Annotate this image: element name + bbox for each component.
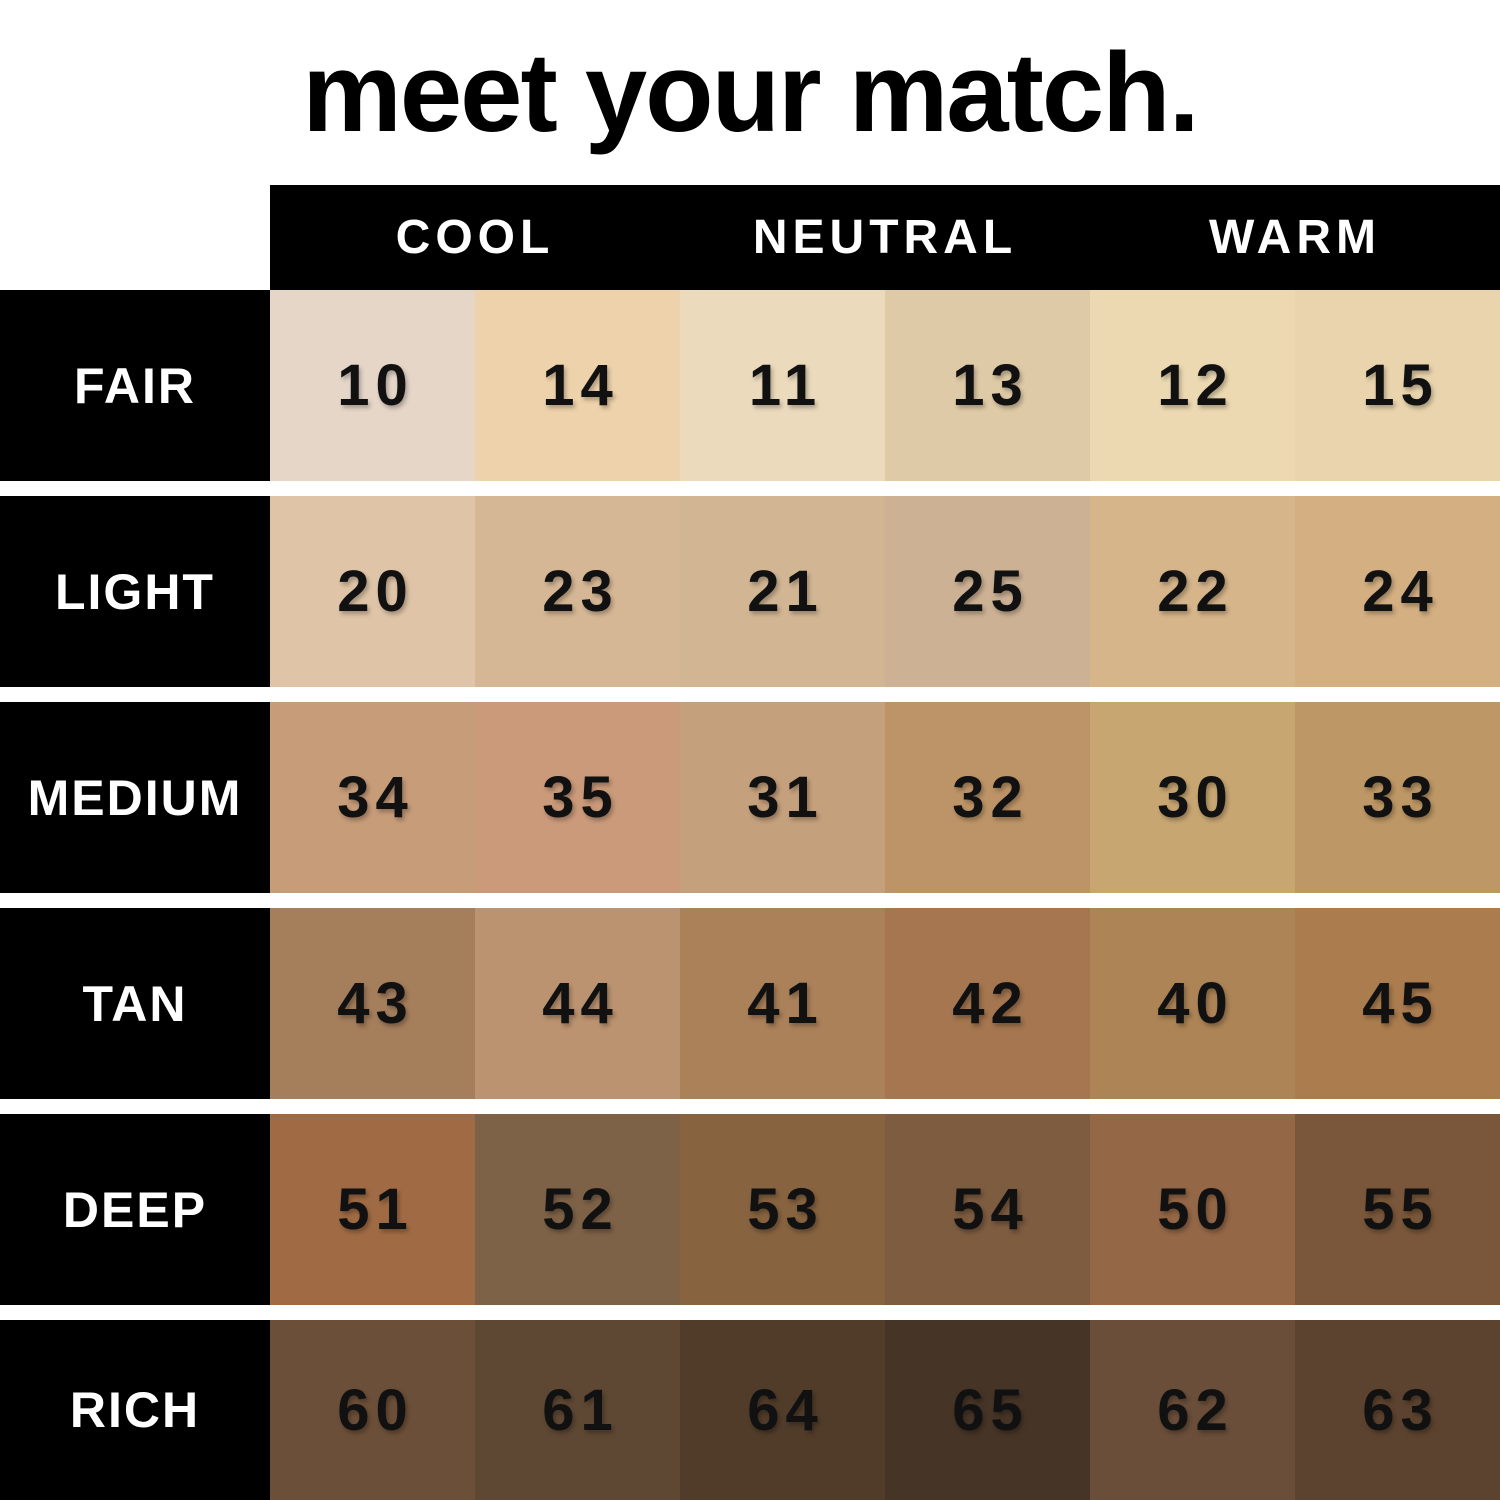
row-label-medium: MEDIUM: [0, 702, 270, 893]
page-title: meet your match.: [302, 30, 1199, 155]
shade-swatch-34: 34: [270, 702, 475, 893]
shade-row-fair: FAIR 10 14 11 13 12 15: [0, 290, 1500, 481]
shade-swatch-23: 23: [475, 496, 680, 687]
shade-row-deep: DEEP 51 52 53 54 50 55: [0, 1114, 1500, 1305]
shade-swatch-52: 52: [475, 1114, 680, 1305]
shade-swatch-15: 15: [1295, 290, 1500, 481]
header-spacer: [0, 185, 270, 290]
shade-swatch-54: 54: [885, 1114, 1090, 1305]
shade-swatch-53: 53: [680, 1114, 885, 1305]
shade-swatch-60: 60: [270, 1320, 475, 1500]
shade-swatch-65: 65: [885, 1320, 1090, 1500]
shade-swatch-50: 50: [1090, 1114, 1295, 1305]
shade-swatch-42: 42: [885, 908, 1090, 1099]
shade-row-medium: MEDIUM 34 35 31 32 30 33: [0, 702, 1500, 893]
shade-swatch-33: 33: [1295, 702, 1500, 893]
shade-swatch-35: 35: [475, 702, 680, 893]
shade-swatch-40: 40: [1090, 908, 1295, 1099]
shade-swatch-45: 45: [1295, 908, 1500, 1099]
row-label-tan: TAN: [0, 908, 270, 1099]
shade-swatch-32: 32: [885, 702, 1090, 893]
shade-swatch-24: 24: [1295, 496, 1500, 687]
shade-swatch-31: 31: [680, 702, 885, 893]
shade-row-tan: TAN 43 44 41 42 40 45: [0, 908, 1500, 1099]
shade-swatch-62: 62: [1090, 1320, 1295, 1500]
shade-swatch-43: 43: [270, 908, 475, 1099]
row-label-deep: DEEP: [0, 1114, 270, 1305]
shade-swatch-14: 14: [475, 290, 680, 481]
shade-row-light: LIGHT 20 23 21 25 22 24: [0, 496, 1500, 687]
shade-swatch-61: 61: [475, 1320, 680, 1500]
shade-swatch-25: 25: [885, 496, 1090, 687]
shade-swatch-20: 20: [270, 496, 475, 687]
shade-swatch-41: 41: [680, 908, 885, 1099]
shade-swatch-55: 55: [1295, 1114, 1500, 1305]
column-header-warm: WARM: [1209, 211, 1381, 264]
undertone-header-bar: COOL NEUTRAL WARM: [270, 185, 1500, 290]
shade-swatch-12: 12: [1090, 290, 1295, 481]
row-label-fair: FAIR: [0, 290, 270, 481]
undertone-header-row: COOL NEUTRAL WARM: [0, 185, 1500, 290]
shade-swatch-13: 13: [885, 290, 1090, 481]
shade-swatch-10: 10: [270, 290, 475, 481]
shade-swatch-22: 22: [1090, 496, 1295, 687]
shade-swatch-44: 44: [475, 908, 680, 1099]
shade-swatch-21: 21: [680, 496, 885, 687]
column-header-neutral: NEUTRAL: [752, 211, 1018, 264]
shade-swatch-11: 11: [680, 290, 885, 481]
column-header-cool: COOL: [395, 211, 555, 264]
row-label-light: LIGHT: [0, 496, 270, 687]
shade-swatch-63: 63: [1295, 1320, 1500, 1500]
shade-swatch-30: 30: [1090, 702, 1295, 893]
shade-swatch-51: 51: [270, 1114, 475, 1305]
row-label-rich: RICH: [0, 1320, 270, 1500]
shade-swatch-64: 64: [680, 1320, 885, 1500]
shade-row-rich: RICH 60 61 64 65 62 63: [0, 1320, 1500, 1500]
shade-grid: FAIR 10 14 11 13 12 15 LIGHT 20 23 21 25 22 24 MEDIUM 3…: [0, 290, 1500, 1500]
